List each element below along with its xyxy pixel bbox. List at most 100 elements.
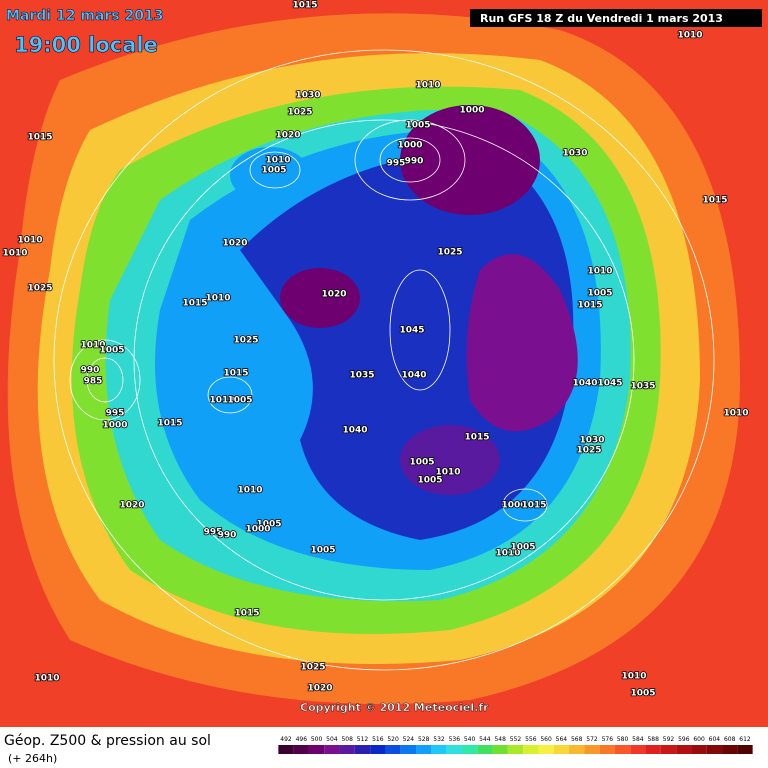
isobar-label: 1010 bbox=[17, 236, 42, 246]
run-info: Run GFS 18 Z du Vendredi 1 mars 2013 bbox=[480, 12, 723, 25]
footer-title: Géop. Z500 & pression au sol bbox=[4, 733, 211, 749]
isobar-label: 1010 bbox=[205, 294, 230, 304]
isobar-label: 1015 bbox=[234, 609, 259, 619]
scale-swatch bbox=[691, 745, 707, 754]
isobar-label: 1010 bbox=[34, 674, 59, 684]
lead-time: (+ 264h) bbox=[8, 752, 57, 765]
isobar-label: 1040 bbox=[342, 426, 367, 436]
isobar-label: 1000 bbox=[102, 421, 127, 431]
isobar-label: 1005 bbox=[261, 166, 286, 176]
scale-swatch bbox=[676, 745, 692, 754]
scale-label: 520 bbox=[387, 736, 399, 743]
scale-label: 536 bbox=[449, 736, 461, 743]
scale-swatch bbox=[400, 745, 417, 754]
isobar-label: 1005 bbox=[510, 543, 535, 553]
isobar-label: 995 bbox=[204, 528, 223, 538]
isobar-label: 990 bbox=[218, 531, 237, 541]
scale-swatch bbox=[385, 745, 401, 754]
isobar-label: 1030 bbox=[295, 91, 320, 101]
scale-label: 584 bbox=[632, 736, 644, 743]
isobar-label: 1015 bbox=[521, 501, 546, 511]
isobar-label: 1000 bbox=[397, 141, 422, 151]
isobar-label: 1015 bbox=[292, 1, 317, 11]
scale-label: 568 bbox=[571, 736, 583, 743]
date: Mardi 12 mars 2013 bbox=[6, 8, 163, 24]
isobar-label: 1020 bbox=[321, 290, 346, 300]
scale-label: 532 bbox=[433, 736, 445, 743]
isobar-label: 1010 bbox=[677, 31, 702, 41]
isobar-label: 1025 bbox=[576, 446, 601, 456]
scale-label: 548 bbox=[494, 736, 506, 743]
scale-label: 544 bbox=[479, 736, 491, 743]
isobar-label: 1010 bbox=[435, 468, 460, 478]
isobar-label: 995 bbox=[106, 409, 125, 419]
isobar-label: 1010 bbox=[415, 81, 440, 91]
scale-swatch bbox=[477, 745, 493, 754]
isobar-label: 990 bbox=[81, 366, 100, 376]
scale-label: 572 bbox=[586, 736, 598, 743]
scale-label: 560 bbox=[540, 736, 552, 743]
isobar-label: 1010 bbox=[265, 156, 290, 166]
scale-swatch bbox=[492, 745, 508, 754]
isobar-label: 1010 bbox=[621, 672, 646, 682]
scale-swatch bbox=[538, 745, 554, 754]
scale-label: 604 bbox=[709, 736, 721, 743]
time: 19:00 locale bbox=[14, 33, 158, 57]
scale-swatch bbox=[737, 745, 753, 754]
isobar-label: 1010 bbox=[209, 396, 234, 406]
isobar-label: 1015 bbox=[157, 419, 182, 429]
isobar-label: 1010 bbox=[80, 341, 105, 351]
isobar-label: 1035 bbox=[349, 371, 374, 381]
scale-label: 524 bbox=[403, 736, 415, 743]
isobar-label: 995 bbox=[387, 159, 406, 169]
isobar-label: 1000 bbox=[501, 501, 526, 511]
isobar-label: 1015 bbox=[702, 196, 727, 206]
scale-label: 504 bbox=[326, 736, 338, 743]
scale-label: 508 bbox=[341, 736, 353, 743]
scale-swatch bbox=[660, 745, 677, 754]
scale-label: 516 bbox=[372, 736, 384, 743]
scale-swatch bbox=[446, 745, 462, 754]
scale-swatch bbox=[614, 745, 631, 754]
scale-swatch bbox=[553, 745, 570, 754]
isobar-label: 1045 bbox=[597, 379, 622, 389]
isobar-label: 1025 bbox=[27, 284, 52, 294]
scale-swatch bbox=[431, 745, 447, 754]
isobar-label: 1010 bbox=[723, 409, 748, 419]
scale-swatch bbox=[630, 745, 646, 754]
scale-swatch bbox=[308, 745, 325, 754]
isobar-label: 1010 bbox=[2, 249, 27, 259]
isobar-label: 1005 bbox=[256, 520, 281, 530]
isobar-label: 1015 bbox=[27, 133, 52, 143]
scale-swatch bbox=[599, 745, 615, 754]
scale-swatch bbox=[584, 745, 600, 754]
isobar-label: 985 bbox=[84, 377, 103, 387]
scale-swatch bbox=[278, 745, 294, 754]
scale-label: 576 bbox=[602, 736, 614, 743]
isobar-label: 1000 bbox=[245, 525, 270, 535]
scale-swatch bbox=[370, 745, 386, 754]
scale-swatch bbox=[354, 745, 371, 754]
isobar-label: 1035 bbox=[630, 382, 655, 392]
scale-swatch bbox=[706, 745, 723, 754]
isobar-label: 1025 bbox=[300, 663, 325, 673]
isobar-label: 1040 bbox=[401, 371, 426, 381]
scale-label: 592 bbox=[663, 736, 675, 743]
isobar-label: 1005 bbox=[310, 546, 335, 556]
scale-swatch bbox=[339, 745, 355, 754]
isobar-label: 1015 bbox=[182, 299, 207, 309]
isobar-label: 1005 bbox=[405, 121, 430, 131]
scale-label: 596 bbox=[678, 736, 690, 743]
isobar-label: 1045 bbox=[399, 326, 424, 336]
scale-swatch bbox=[416, 745, 432, 754]
scale-swatch bbox=[507, 745, 524, 754]
scale-label: 580 bbox=[617, 736, 629, 743]
scale-swatch bbox=[293, 745, 309, 754]
scale-label: 492 bbox=[280, 736, 292, 743]
scale-label: 608 bbox=[724, 736, 736, 743]
geopotential-fields bbox=[7, 13, 740, 705]
isobar-label: 1015 bbox=[464, 433, 489, 443]
scale-label: 600 bbox=[693, 736, 705, 743]
isobar-label: 1005 bbox=[409, 458, 434, 468]
scale-swatch bbox=[722, 745, 738, 754]
